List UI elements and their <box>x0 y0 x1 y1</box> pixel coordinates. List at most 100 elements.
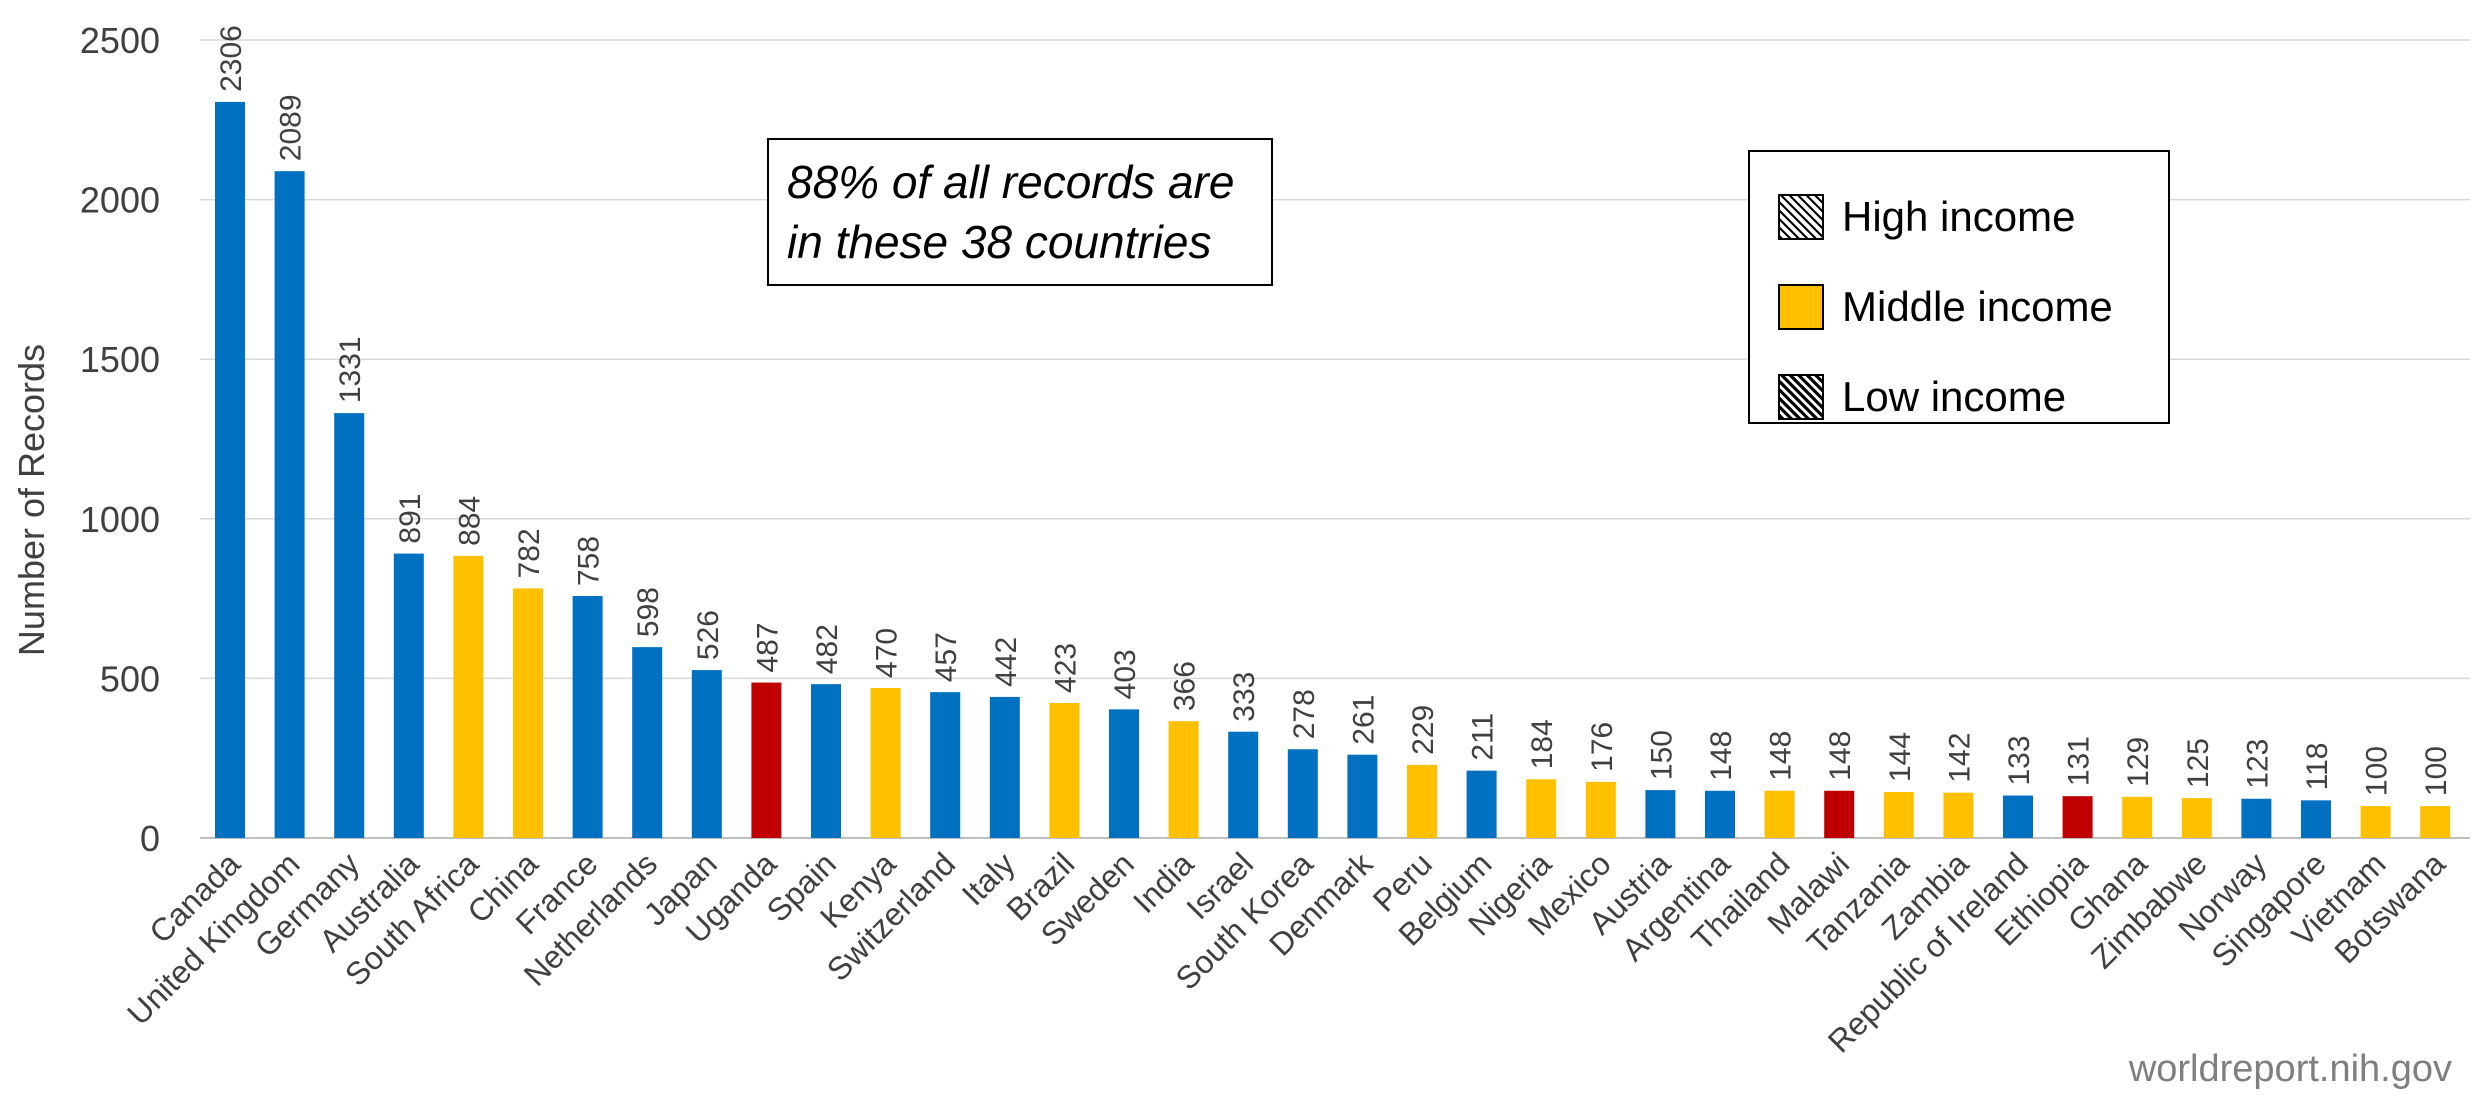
bar-ethiopia <box>2062 796 2093 838</box>
y-axis-label: Number of Records <box>11 344 52 656</box>
y-tick-label: 2000 <box>80 180 160 221</box>
y-axis-tick-labels: 0 500 1000 1500 2000 2500 <box>80 20 160 859</box>
value-label-republic-of-ireland: 133 <box>2003 735 2036 785</box>
value-label-brazil: 423 <box>1049 643 1082 693</box>
legend-label-low-income: Low income <box>1842 373 2067 420</box>
bar-denmark <box>1347 754 1378 838</box>
bar-switzerland <box>930 692 961 838</box>
bar-belgium <box>1466 770 1497 838</box>
value-label-france: 758 <box>573 536 606 586</box>
legend-label-high-income: High income <box>1842 193 2076 240</box>
bar-japan <box>691 670 722 838</box>
bar-mexico <box>1585 781 1616 838</box>
value-label-japan: 526 <box>692 610 725 660</box>
y-tick-label: 500 <box>100 658 160 699</box>
value-label-ghana: 129 <box>2122 737 2155 787</box>
bar-brazil <box>1049 702 1080 838</box>
bar-singapore <box>2301 800 2331 838</box>
bar-uganda <box>751 682 782 838</box>
bars <box>215 101 2451 839</box>
legend: High income Middle income Low income <box>1748 150 2170 424</box>
bar-france <box>572 596 603 838</box>
value-label-united-kingdom: 2089 <box>275 94 308 161</box>
value-label-canada: 2306 <box>215 25 248 92</box>
value-label-south-korea: 278 <box>1288 689 1321 739</box>
bar-nigeria <box>1526 779 1557 838</box>
value-label-norway: 123 <box>2241 739 2274 789</box>
value-label-malawi: 148 <box>1824 731 1857 781</box>
bar-argentina <box>1705 790 1735 838</box>
value-label-vietnam: 100 <box>2361 746 2394 796</box>
bar-tanzania <box>1883 792 1914 838</box>
legend-item-low-income: Low income <box>1778 372 2066 422</box>
value-label-south-africa: 884 <box>453 496 486 546</box>
y-tick-label: 2500 <box>80 20 160 61</box>
bar-malawi <box>1824 790 1855 838</box>
value-label-italy: 442 <box>990 637 1023 687</box>
annotation-line-1: 88% of all records are <box>787 156 1235 208</box>
bar-norway <box>2241 798 2272 838</box>
bar-republic-of-ireland <box>2003 795 2033 838</box>
value-label-peru: 229 <box>1407 705 1440 755</box>
legend-label-middle-income: Middle income <box>1842 283 2113 330</box>
bar-peru <box>1407 764 1437 838</box>
value-label-ethiopia: 131 <box>2063 736 2096 786</box>
bar-vietnam <box>2360 806 2391 838</box>
value-label-australia: 891 <box>394 494 427 544</box>
bar-canada <box>215 101 245 838</box>
bar-germany <box>334 413 365 838</box>
bar-china <box>513 588 543 838</box>
bar-united-kingdom <box>274 171 305 839</box>
bar-israel <box>1228 731 1259 838</box>
value-label-germany: 1331 <box>334 336 367 403</box>
y-tick-label: 1000 <box>80 499 160 540</box>
value-label-nigeria: 184 <box>1526 719 1559 769</box>
bar-spain <box>811 684 841 838</box>
value-label-thailand: 148 <box>1765 731 1798 781</box>
legend-item-high-income: High income <box>1778 192 2075 242</box>
value-label-india: 366 <box>1169 661 1202 711</box>
legend-swatch-low-income <box>1778 374 1824 420</box>
value-label-kenya: 470 <box>871 628 904 678</box>
legend-item-middle-income: Middle income <box>1778 282 2113 332</box>
value-label-uganda: 487 <box>751 622 784 672</box>
value-label-belgium: 211 <box>1467 713 1500 761</box>
legend-swatch-middle-income <box>1778 284 1824 330</box>
annotation-box: 88% of all records are in these 38 count… <box>767 138 1273 286</box>
bar-kenya <box>870 687 901 838</box>
bar-austria <box>1645 790 1676 838</box>
value-label-argentina: 148 <box>1705 731 1738 781</box>
value-label-tanzania: 144 <box>1884 732 1917 782</box>
value-label-spain: 482 <box>811 624 844 674</box>
bar-zambia <box>1943 792 1974 838</box>
value-label-sweden: 403 <box>1109 649 1142 699</box>
source-credit: worldreport.nih.gov <box>2128 1048 2452 1090</box>
value-label-zimbabwe: 125 <box>2182 738 2215 788</box>
bar-zimbabwe <box>2181 798 2212 838</box>
y-tick-label: 1500 <box>80 339 160 380</box>
bar-netherlands <box>632 647 663 838</box>
bar-italy <box>989 696 1020 838</box>
value-label-singapore: 118 <box>2301 743 2334 791</box>
value-label-botswana: 100 <box>2420 746 2453 796</box>
value-label-switzerland: 457 <box>930 632 963 682</box>
value-label-austria: 150 <box>1645 730 1678 780</box>
value-label-israel: 333 <box>1228 672 1261 722</box>
value-label-netherlands: 598 <box>632 587 665 637</box>
bar-south-korea <box>1287 749 1318 838</box>
value-label-zambia: 142 <box>1943 733 1976 783</box>
legend-swatch-high-income <box>1778 194 1824 240</box>
bar-botswana <box>2420 806 2451 838</box>
bar-india <box>1168 721 1199 838</box>
bar-ghana <box>2122 796 2153 838</box>
annotation-line-2: in these 38 countries <box>787 216 1212 268</box>
y-tick-label: 0 <box>140 818 160 859</box>
bar-sweden <box>1109 709 1139 838</box>
value-label-china: 782 <box>513 528 546 578</box>
value-labels: 2306 2089 1331 891 884 782 758 598 526 487 482 470 4… <box>215 25 2453 796</box>
bar-australia <box>393 553 424 838</box>
value-label-mexico: 176 <box>1586 722 1619 772</box>
value-label-denmark: 261 <box>1347 695 1380 745</box>
